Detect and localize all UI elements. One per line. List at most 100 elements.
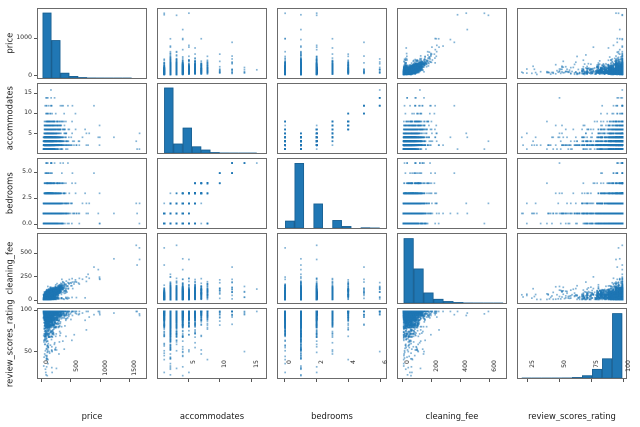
histogram-panel-bedrooms — [277, 158, 387, 229]
histogram-panel-accommodates — [157, 83, 267, 154]
plot-canvas — [518, 159, 626, 228]
y-tick-mark — [34, 299, 37, 301]
y-tick-label: 2.5 — [22, 194, 32, 202]
scatter-panel-cleaning_fee-vs-price — [37, 233, 147, 304]
y-tick-label: 500 — [20, 249, 32, 257]
plot-canvas — [278, 309, 386, 378]
plot-canvas — [158, 159, 266, 228]
x-tick-label: 0 — [285, 360, 293, 364]
x-tick-mark — [315, 379, 317, 382]
y-tick-mark — [34, 276, 37, 278]
x-tick-mark — [41, 379, 43, 382]
x-axis-title-cleaning_fee: cleaning_fee — [425, 411, 479, 421]
x-tick-mark — [219, 379, 221, 382]
x-tick-label: 600 — [491, 360, 499, 372]
x-tick-label: 25 — [528, 360, 536, 368]
plot-canvas — [38, 234, 146, 303]
plot-canvas — [398, 309, 506, 378]
scatter-panel-price-vs-accommodates — [157, 8, 267, 79]
plot-canvas — [518, 309, 626, 378]
plot-canvas — [158, 234, 266, 303]
y-tick-mark — [34, 75, 37, 77]
scatter-panel-bedrooms-vs-accommodates — [157, 158, 267, 229]
x-axis-title-price: price — [81, 411, 103, 421]
scatter-panel-review_scores_rating-vs-bedrooms — [277, 308, 387, 379]
y-tick-label: 15 — [24, 88, 32, 96]
plot-canvas — [278, 9, 386, 78]
x-tick-mark — [283, 379, 285, 382]
plot-canvas — [398, 234, 506, 303]
plot-canvas — [398, 159, 506, 228]
x-tick-mark — [431, 379, 433, 382]
plot-canvas — [158, 9, 266, 78]
scatter-panel-bedrooms-vs-price — [37, 158, 147, 229]
plot-canvas — [158, 84, 266, 153]
scatter-panel-accommodates-vs-bedrooms — [277, 83, 387, 154]
scatter-panel-price-vs-cleaning_fee — [397, 8, 507, 79]
x-tick-mark — [347, 379, 349, 382]
y-tick-mark — [34, 197, 37, 199]
y-tick-label: 0 — [28, 71, 32, 79]
x-tick-mark — [526, 379, 528, 382]
plot-canvas — [38, 309, 146, 378]
scatter-panel-accommodates-vs-price — [37, 83, 147, 154]
plot-canvas — [518, 84, 626, 153]
x-tick-mark — [558, 379, 560, 382]
scatter-panel-accommodates-vs-review_scores_rating — [517, 83, 627, 154]
y-tick-mark — [34, 309, 37, 311]
x-tick-label: 400 — [462, 360, 470, 372]
x-tick-mark — [489, 379, 491, 382]
y-tick-mark — [34, 223, 37, 225]
x-tick-label: 5 — [190, 360, 198, 364]
plot-canvas — [38, 159, 146, 228]
histogram-panel-cleaning_fee — [397, 233, 507, 304]
y-tick-label: 50 — [24, 347, 32, 355]
plot-canvas — [158, 309, 266, 378]
y-tick-label: 5 — [28, 129, 32, 137]
x-axis-title-review_scores_rating: review_scores_rating — [528, 411, 616, 421]
x-tick-label: 15 — [252, 360, 260, 368]
y-tick-mark — [34, 351, 37, 353]
scatter-panel-review_scores_rating-vs-accommodates — [157, 308, 267, 379]
x-tick-mark — [590, 379, 592, 382]
y-axis-title-review_scores_rating: review_scores_rating — [3, 298, 14, 387]
y-tick-mark — [34, 112, 37, 114]
y-tick-label: 5.0 — [22, 168, 32, 176]
scatter-panel-price-vs-bedrooms — [277, 8, 387, 79]
x-tick-mark — [128, 379, 130, 382]
x-tick-label: 500 — [72, 360, 80, 372]
x-tick-label: 6 — [382, 360, 390, 364]
x-tick-mark — [460, 379, 462, 382]
x-axis-title-accommodates: accommodates — [179, 411, 245, 421]
x-tick-label: 4 — [350, 360, 358, 364]
x-tick-label: 100 — [624, 360, 632, 372]
x-tick-label: 50 — [560, 360, 568, 368]
y-tick-mark — [34, 253, 37, 255]
y-tick-mark — [34, 172, 37, 173]
scatter-panel-cleaning_fee-vs-bedrooms — [277, 233, 387, 304]
scatter-panel-cleaning_fee-vs-review_scores_rating — [517, 233, 627, 304]
y-tick-label: 0.0 — [22, 220, 32, 228]
histogram-panel-review_scores_rating — [517, 308, 627, 379]
x-tick-label: 0 — [404, 360, 412, 364]
x-tick-mark — [380, 379, 382, 382]
scatter-panel-bedrooms-vs-review_scores_rating — [517, 158, 627, 229]
y-tick-label: 0 — [28, 296, 32, 304]
plot-canvas — [518, 9, 626, 78]
y-tick-mark — [34, 92, 37, 94]
plot-canvas — [38, 9, 146, 78]
plot-canvas — [398, 84, 506, 153]
plot-canvas — [398, 9, 506, 78]
scatter-panel-price-vs-review_scores_rating — [517, 8, 627, 79]
scatter-panel-review_scores_rating-vs-price — [37, 308, 147, 379]
x-tick-label: 1500 — [131, 360, 139, 376]
plot-canvas — [278, 234, 386, 303]
x-tick-label: 1000 — [101, 360, 109, 376]
y-tick-label: 100 — [20, 306, 32, 314]
plot-canvas — [278, 84, 386, 153]
scatter-panel-accommodates-vs-cleaning_fee — [397, 83, 507, 154]
x-tick-mark — [70, 379, 72, 382]
histogram-panel-price — [37, 8, 147, 79]
plot-canvas — [38, 84, 146, 153]
